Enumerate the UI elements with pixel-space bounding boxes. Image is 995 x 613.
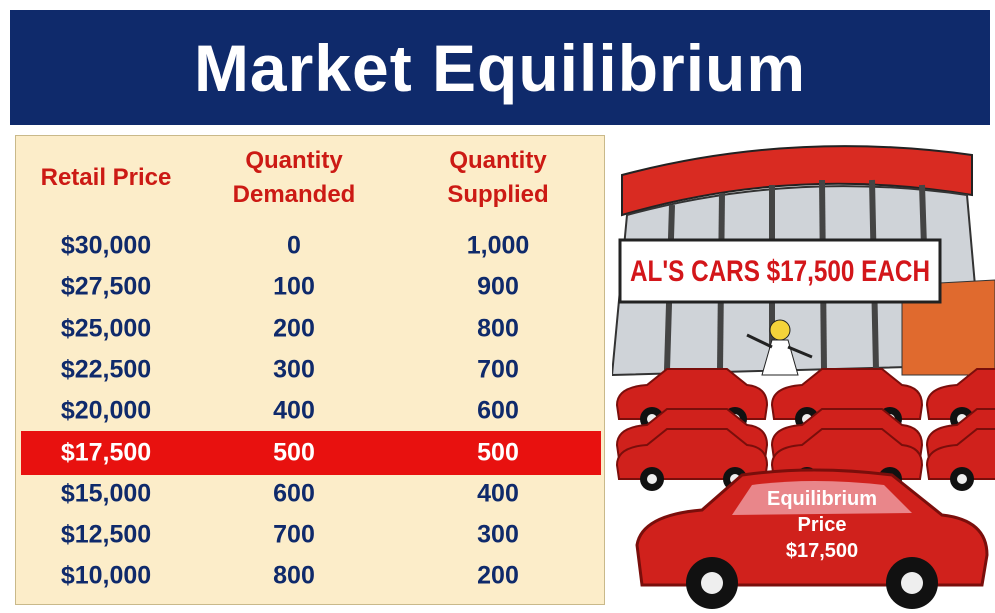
title-band: Market Equilibrium: [10, 10, 990, 125]
car-label-line: $17,500: [786, 540, 858, 562]
table-cell: 800: [477, 314, 519, 343]
equilibrium-car: [635, 468, 989, 609]
roof: [621, 145, 973, 217]
highlight-row: [21, 430, 601, 475]
table-cell: $25,000: [60, 314, 152, 343]
table-cell: 400: [477, 479, 519, 508]
table-cell: 700: [273, 520, 315, 549]
sign-text: AL'S CARS $17,500 EACH: [630, 255, 930, 288]
car-lot: [615, 368, 995, 491]
sign-board: [618, 238, 942, 304]
table-cell: $30,000: [60, 231, 152, 260]
table-cell: 600: [273, 479, 315, 508]
table-panel: Retail Price Quantity Demanded Quantity Su…: [15, 135, 605, 605]
table-cell: 300: [273, 355, 315, 384]
salesman: [746, 319, 813, 376]
car-label-line: Equilibrium: [767, 488, 877, 510]
column-header: Quantity Demanded: [232, 147, 356, 208]
table-cell: 700: [477, 355, 519, 384]
table-cell: $12,500: [60, 520, 152, 549]
table-cell: 300: [477, 520, 519, 549]
table-cell: 400: [273, 396, 315, 425]
table-cell: 0: [287, 231, 301, 260]
side-wall: [901, 279, 995, 376]
table-cell: 200: [477, 561, 519, 590]
table-cell: 1,000: [466, 231, 530, 260]
car-label-line: Price: [798, 514, 847, 536]
title: Market Equilibrium: [193, 30, 807, 105]
table-cell: 600: [477, 396, 519, 425]
table-cell: 100: [273, 272, 315, 301]
table-cell: $27,500: [60, 272, 152, 301]
illustration: AL'S CARS $17,500 EACH: [612, 135, 995, 610]
table-cell: $15,000: [60, 479, 152, 508]
column-header: Retail Price: [40, 164, 172, 191]
table-cell: $17,500: [60, 438, 152, 466]
column-header: Quantity Supplied: [447, 147, 549, 208]
table-cell: 800: [273, 561, 315, 590]
table-cell: $10,000: [60, 561, 152, 590]
car: [925, 428, 995, 491]
table-cell: $20,000: [60, 396, 152, 425]
table-cell: 900: [477, 272, 519, 301]
table-cell: 500: [477, 438, 519, 466]
table-cell: $22,500: [60, 355, 152, 384]
table-cell: 200: [273, 314, 315, 343]
table-cell: 500: [273, 438, 315, 466]
